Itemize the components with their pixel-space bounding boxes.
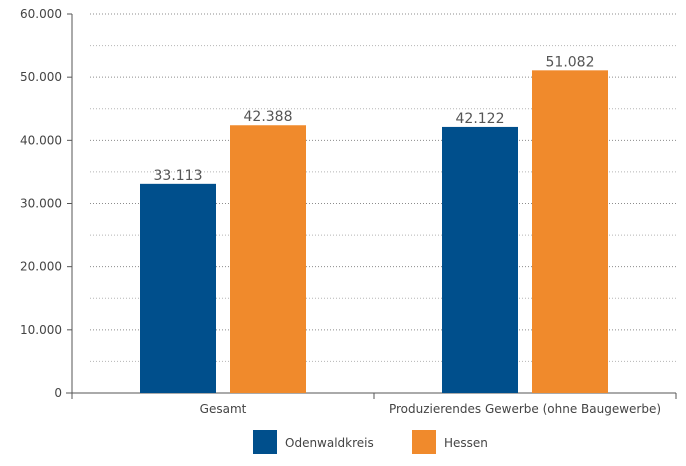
data-labels: 33.113 42.388 42.122 51.082 (154, 54, 595, 184)
x-category-label: Produzierendes Gewerbe (ohne Baugewerbe) (389, 402, 661, 416)
legend-swatch (412, 430, 436, 454)
data-label: 33.113 (154, 168, 203, 184)
legend-label: Odenwaldkreis (285, 436, 374, 450)
data-label: 42.388 (244, 109, 293, 125)
y-tick-label: 10.000 (20, 323, 62, 337)
x-axis-categories: Gesamt Produzierendes Gewerbe (ohne Bauge… (200, 402, 661, 416)
bars (140, 70, 608, 393)
x-category-label: Gesamt (200, 402, 247, 416)
y-tick-label: 60.000 (20, 7, 62, 21)
data-label: 51.082 (546, 54, 595, 70)
y-tick-label: 40.000 (20, 133, 62, 147)
y-tick-label: 0 (54, 386, 62, 400)
y-tick-label: 20.000 (20, 260, 62, 274)
bar-hessen-1 (532, 70, 608, 393)
y-tick-label: 30.000 (20, 197, 62, 211)
bar-hessen-0 (230, 125, 306, 393)
legend: Odenwaldkreis Hessen (253, 430, 488, 454)
legend-label: Hessen (444, 436, 488, 450)
y-axis-ticks: 0 10.000 20.000 30.000 40.000 50.000 60.000 (20, 7, 72, 400)
y-tick-label: 50.000 (20, 70, 62, 84)
data-label: 42.122 (456, 111, 505, 127)
bar-odenwaldkreis-0 (140, 183, 216, 393)
bar-odenwaldkreis-1 (442, 126, 518, 393)
legend-swatch (253, 430, 277, 454)
